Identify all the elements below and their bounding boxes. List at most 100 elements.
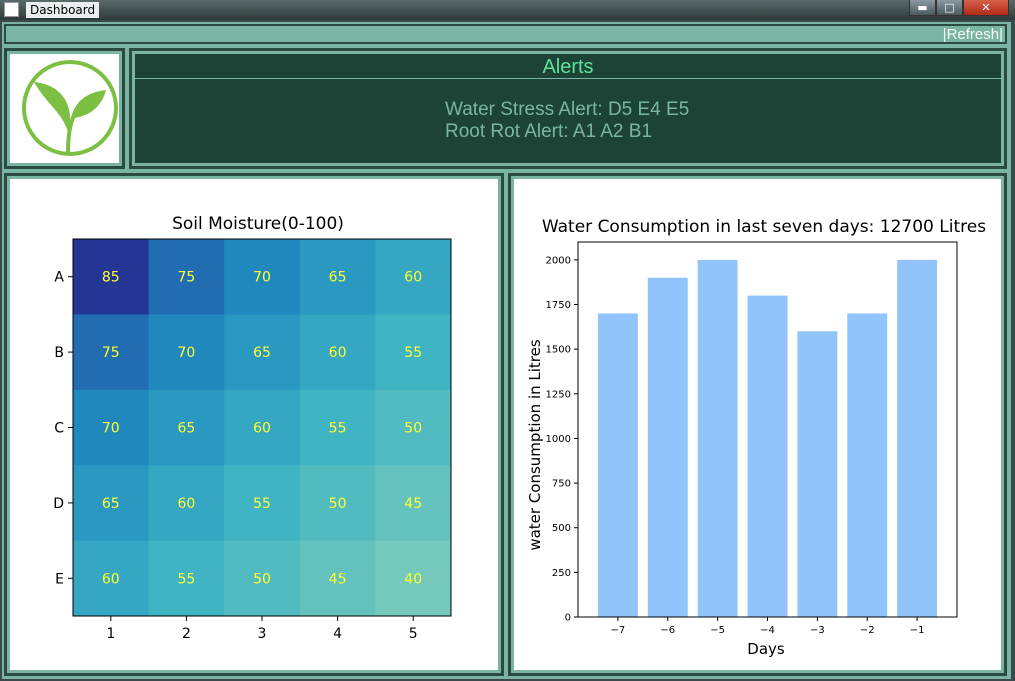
heatmap-column-label: 5 [409,626,418,642]
heatmap-cell [375,314,452,391]
bar-y-tick-label: 1750 [546,300,571,311]
bar-chart-xlabel: Days [747,640,785,658]
bar-plot-frame [577,241,958,618]
heatmap-cell-label: 45 [404,496,422,512]
soil-moisture-panel: Soil Moisture(0-100) 85 75 70 65 60 75 70 65 60 5… [4,173,504,676]
bar [747,295,788,617]
heatmap-cell-label: 75 [177,270,195,286]
heatmap-cell-label: 75 [102,345,120,361]
heatmap-cell [375,389,452,466]
heatmap-cell-label: 50 [253,571,271,587]
heatmap-cell-label: 60 [404,270,422,286]
heatmap-cell [73,389,150,466]
heatmap-cell [375,239,452,315]
heatmap-cell-label: 70 [177,345,195,361]
window-titlebar: Dashboard ▬ □ ✕ [0,0,1015,20]
heatmap-cell [148,239,225,315]
heatmap-cell-label: 50 [404,421,422,437]
heatmap-cell [224,540,301,617]
heatmap-title: Soil Moisture(0-100) [172,214,344,234]
bar-x-tick-label: −2 [860,625,875,636]
heatmap-cell [148,314,225,391]
heatmap-cell-label: 60 [102,571,120,587]
heatmap-cell [299,314,376,391]
bar-y-tick-label: 1500 [546,345,571,356]
bar-y-tick-label: 500 [552,523,571,534]
bar [797,331,838,617]
water-stress-alert: Water Stress Alert: D5 E4 E5 [445,99,690,120]
bar [647,277,688,617]
bar [897,259,938,617]
heatmap-cell [224,239,301,315]
heatmap-column-label: 4 [333,626,342,642]
bar-x-tick-label: −1 [910,625,925,636]
heatmap-cell [375,465,452,542]
alerts-title: Alerts [542,56,594,78]
heatmap-cell [148,389,225,466]
heatmap-row-label: A [54,270,64,286]
heatmap-cell-label: 50 [329,496,347,512]
leaf-logo-icon [22,60,118,156]
heatmap-row-label: E [55,571,64,587]
water-consumption-panel: Water Consumption in last seven days: 12… [508,173,1007,676]
root-rot-alert: Root Rot Alert: A1 A2 B1 [445,121,653,142]
heatmap-cell-label: 65 [177,421,195,437]
bar-x-tick-label: −4 [760,625,775,636]
maximize-icon[interactable]: □ [936,0,963,16]
logo-panel [4,48,125,169]
heatmap-cell [73,465,150,542]
heatmap-row-label: D [53,496,64,512]
heatmap-cell-label: 55 [177,571,195,587]
heatmap-cell [224,389,301,466]
app-icon [4,2,19,17]
water-consumption-bar-chart: Water Consumption in last seven days: 12… [526,217,986,658]
bar-y-tick-label: 250 [552,568,571,579]
heatmap-cell [148,465,225,542]
bar-y-tick-label: 2000 [546,255,571,266]
heatmap-cell-label: 65 [253,345,271,361]
heatmap-cell-label: 55 [329,421,347,437]
heatmap-cell [299,540,376,617]
heatmap-cell [375,540,452,617]
bar-x-tick-label: −3 [810,625,825,636]
heatmap-column-label: 1 [106,626,115,642]
heatmap-cell-label: 60 [253,421,271,437]
bar-chart-ylabel: water Consumption in Litres [526,339,544,551]
bar-x-tick-label: −6 [660,625,675,636]
heatmap-cell [299,239,376,315]
heatmap-cell [224,465,301,542]
heatmap-cell [73,239,150,315]
heatmap-cell-label: 40 [404,571,422,587]
close-icon[interactable]: ✕ [963,0,1009,16]
heatmap-cell-label: 60 [177,496,195,512]
soil-moisture-heatmap: Soil Moisture(0-100) 85 75 70 65 60 75 70 65 60 5… [53,214,452,642]
bar-x-tick-label: −5 [710,625,725,636]
logo [10,54,119,163]
heatmap-cell-label: 65 [102,496,120,512]
heatmap-column-label: 3 [258,626,267,642]
heatmap-cell-label: 65 [329,270,347,286]
bar-y-tick-label: 1250 [546,389,571,400]
heatmap-cell-label: 60 [329,345,347,361]
heatmap-column-label: 2 [182,626,191,642]
heatmap-cell-label: 55 [404,345,422,361]
bar [597,313,638,617]
heatmap-cell [224,314,301,391]
heatmap-cell [299,465,376,542]
minimize-icon[interactable]: ▬ [909,0,936,16]
heatmap-cell [148,540,225,617]
heatmap-row-label: C [54,421,64,437]
window-title: Dashboard [26,2,100,18]
refresh-button[interactable]: |Refresh| [942,26,1003,43]
bar-y-tick-label: 1000 [546,434,571,445]
bar [697,259,738,617]
heatmap-cell-label: 55 [253,496,271,512]
bar [847,313,888,617]
divider [135,78,1001,79]
heatmap-cell-label: 45 [329,571,347,587]
heatmap-cell-label: 70 [102,421,120,437]
heatmap-cell [73,540,150,617]
heatmap-cell-label: 70 [253,270,271,286]
bar-y-tick-label: 0 [565,613,571,624]
heatmap-row-label: B [54,345,64,361]
